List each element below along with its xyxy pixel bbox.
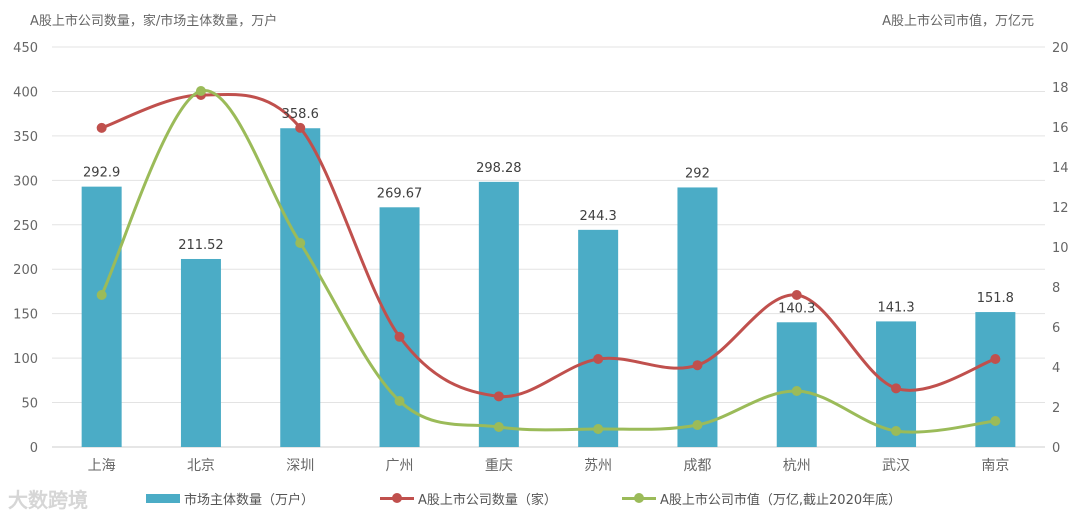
legend-label-market-cap: A股上市公司市值（万亿,截止2020年底） [660, 493, 902, 508]
market-cap-point [195, 86, 206, 96]
bar-data-label: 269.67 [377, 186, 423, 201]
market-cap-point [593, 424, 604, 434]
right-axis-unit-label: A股上市公司市值，万亿元 [882, 14, 1034, 29]
left-axis-tick-label: 200 [13, 263, 38, 278]
left-axis-tick-label: 400 [13, 85, 38, 100]
legend-item-market-cap: A股上市公司市值（万亿,截止2020年底） [622, 489, 901, 508]
right-axis-tick-label: 4 [1052, 361, 1060, 376]
left-axis-tick-label: 150 [13, 308, 38, 323]
right-axis-tick-label: 8 [1052, 281, 1060, 296]
market-cap-point [295, 238, 306, 248]
bar-data-label: 140.3 [778, 301, 815, 316]
right-axis-tick-label: 0 [1052, 441, 1060, 456]
x-axis-category-label: 北京 [187, 458, 215, 474]
market-cap-point [96, 290, 107, 300]
bar [180, 258, 221, 447]
right-axis-tick-label: 18 [1052, 81, 1069, 96]
bar [578, 229, 619, 447]
bar-data-label: 358.6 [282, 107, 319, 122]
bar-data-label: 292 [685, 166, 710, 181]
bar [776, 322, 817, 447]
left-axis-tick-label: 100 [13, 352, 38, 367]
market-cap-point [990, 416, 1001, 426]
listed-count-point [891, 383, 902, 394]
combo-chart: 0 50 100 150 200 250 300 350 400 450 0 2 4 6 8 10 12 14 16… [13, 41, 1069, 474]
right-axis-tick-label: 16 [1052, 121, 1069, 136]
left-axis-tick-label: 300 [13, 174, 38, 189]
listed-count-point [96, 122, 107, 133]
listed-count-point [493, 391, 504, 402]
chart-legend: 市场主体数量（万户） A股上市公司数量（家） A股上市公司市值（万亿,截止202… [0, 489, 1080, 509]
bar-data-label: 211.52 [178, 238, 224, 253]
bar [379, 207, 420, 447]
bar [81, 186, 122, 447]
x-axis-category-label: 广州 [386, 458, 414, 474]
x-axis-category-label: 杭州 [783, 458, 811, 474]
legend-swatch-bar [146, 494, 180, 503]
x-axis-category-label: 苏州 [584, 458, 612, 474]
right-axis-tick-label: 10 [1052, 241, 1069, 256]
listed-count-line [101, 92, 996, 398]
legend-label-listed-count: A股上市公司数量（家） [418, 493, 557, 508]
right-axis-tick-label: 2 [1052, 401, 1060, 416]
legend-swatch-line-red [380, 493, 414, 503]
market-cap-point [493, 422, 504, 432]
x-axis-category-label: 上海 [88, 458, 116, 474]
bar [975, 312, 1016, 447]
listed-count-point [692, 360, 703, 371]
right-axis-tick-label: 20 [1052, 41, 1069, 56]
legend-item-listed-count: A股上市公司数量（家） [380, 489, 557, 508]
legend-label-market-entities: 市场主体数量（万户） [184, 493, 315, 508]
x-axis-category-label: 成都 [683, 458, 711, 474]
market-cap-point [394, 396, 405, 406]
right-axis-tick-label: 12 [1052, 201, 1069, 216]
x-axis-category-label: 南京 [981, 458, 1009, 474]
left-axis-tick-label: 0 [30, 441, 38, 456]
watermark-logo: 大数跨境 [8, 488, 88, 512]
left-axis-tick-label: 50 [21, 397, 38, 412]
legend-item-market-entities: 市场主体数量（万户） [146, 489, 314, 508]
listed-count-point [990, 354, 1001, 364]
bar-data-label: 292.9 [83, 166, 120, 181]
bar-data-label: 298.28 [476, 161, 522, 176]
right-axis-tick-label: 14 [1052, 161, 1069, 176]
listed-count-point [394, 331, 405, 342]
bar-data-label: 141.3 [877, 300, 914, 315]
left-axis-tick-label: 450 [13, 41, 38, 56]
bar-data-label: 244.3 [580, 209, 617, 224]
right-axis-tick-label: 6 [1052, 321, 1060, 336]
market-cap-point [692, 420, 703, 430]
x-axis-category-label: 武汉 [882, 458, 910, 474]
left-axis-tick-label: 350 [13, 130, 38, 145]
left-axis-tick-label: 250 [13, 219, 38, 234]
left-axis-unit-label: A股上市公司数量，家/市场主体数量，万户 [30, 14, 278, 29]
x-axis-category-label: 深圳 [286, 458, 314, 474]
bar [478, 181, 519, 447]
x-axis-category-label: 重庆 [485, 458, 513, 474]
market-cap-point [791, 386, 802, 396]
listed-count-point [791, 290, 802, 300]
bar [677, 187, 718, 447]
bar [280, 128, 321, 447]
listed-count-point [593, 354, 604, 364]
legend-swatch-line-green [622, 493, 656, 503]
listed-count-point [295, 122, 306, 133]
bar-data-label: 151.8 [977, 291, 1014, 306]
market-cap-point [891, 426, 902, 436]
